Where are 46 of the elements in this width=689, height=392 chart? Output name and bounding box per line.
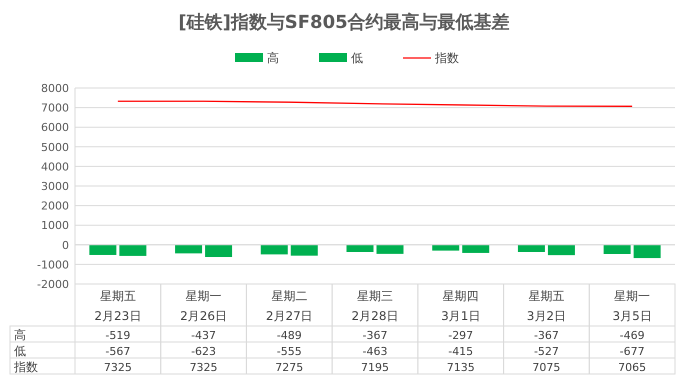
data-label: -463 (362, 345, 388, 358)
data-label: -623 (191, 345, 216, 358)
x-tick-label: 星期一 3月5日 (612, 289, 652, 323)
y-tick-label: 6000 (41, 121, 69, 134)
y-tick-label: 8000 (41, 82, 69, 95)
data-label: -677 (620, 345, 645, 358)
y-tick-label: 0 (62, 238, 69, 252)
x-tick-label: 星期三 2月28日 (352, 289, 398, 323)
text: 低 (14, 344, 26, 358)
data-label: 7325 (190, 361, 218, 374)
chart-title: [硅铁]指数与SF805合约最高与最低基差 (178, 12, 510, 33)
x-tick-label: 星期五 3月2日 (526, 289, 566, 323)
data-label: -519 (105, 329, 130, 342)
y-tick-label: 3000 (41, 180, 69, 193)
legend-label: 指数 (434, 51, 459, 65)
y-tick-label: 7000 (41, 102, 69, 115)
legend-label: 低 (351, 51, 363, 65)
data-label: -367 (534, 329, 559, 342)
data-label: -415 (448, 345, 474, 358)
data-label: -567 (105, 345, 130, 358)
data-label: 7065 (618, 361, 646, 374)
y-tick-label: 5000 (41, 140, 69, 154)
data-label: 7135 (446, 361, 475, 374)
y-tick-label: 4000 (41, 160, 69, 174)
data-label: 7075 (532, 361, 560, 374)
x-tick-label: 星期二 2月27日 (266, 289, 313, 323)
legend-label: 高 (267, 51, 279, 65)
data-label: -469 (620, 329, 645, 342)
y-tick-label: 1000 (41, 219, 69, 232)
data-label: 7195 (361, 361, 389, 374)
data-label: -437 (191, 329, 216, 342)
data-label: -555 (276, 345, 302, 358)
data-label: -297 (448, 329, 474, 342)
y-tick-label: 2000 (41, 200, 69, 213)
data-label: 7325 (104, 361, 132, 374)
x-tick-label: 星期五 2月23日 (94, 289, 142, 323)
data-label: 7275 (275, 361, 304, 374)
y-tick-label: -2000 (37, 278, 69, 291)
data-label: -367 (362, 329, 388, 342)
text: 高 (14, 328, 26, 342)
y-tick-label: -1000 (37, 258, 69, 272)
data-label: -489 (276, 329, 302, 342)
data-label: -527 (534, 345, 559, 358)
text: 指数 (14, 360, 38, 374)
x-tick-label: 星期四 3月1日 (441, 289, 480, 323)
x-tick-label: 星期一 2月26日 (180, 289, 228, 323)
